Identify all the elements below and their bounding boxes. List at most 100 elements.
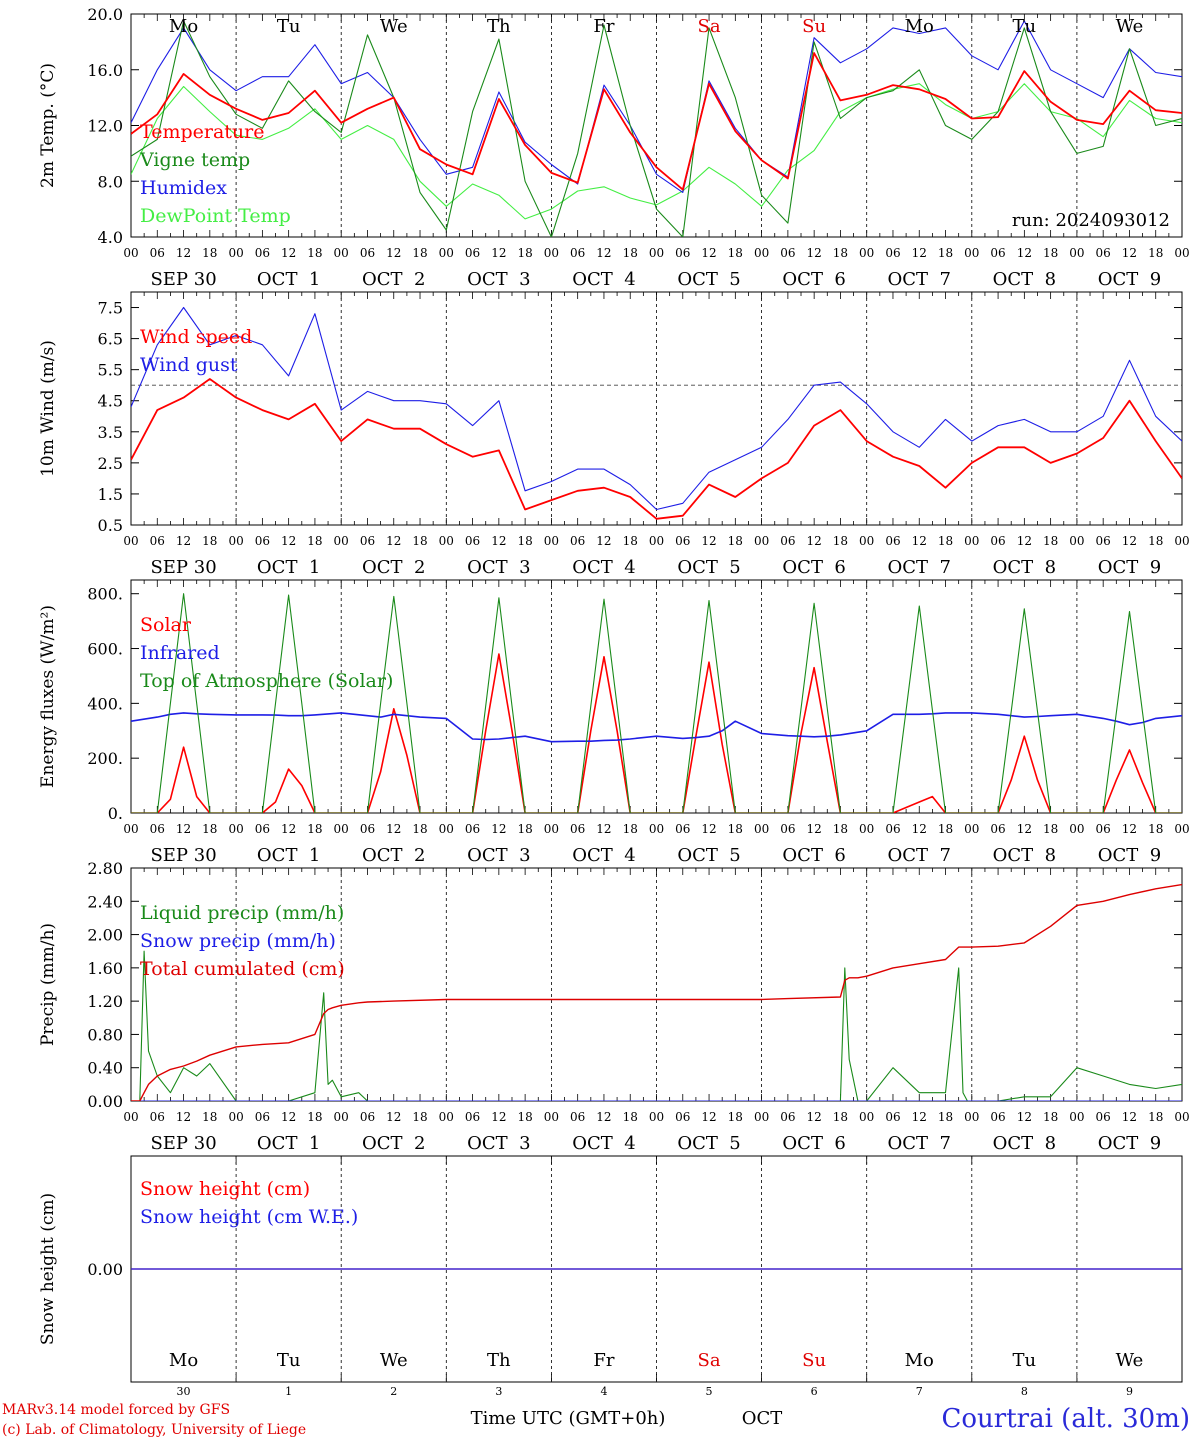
flux-hour-tick-label: 12	[912, 822, 927, 836]
wind-y-tick-label: 6.5	[98, 330, 123, 349]
weekday-label: Su	[802, 1350, 826, 1371]
precip-date-label: OCT 9	[1098, 1133, 1161, 1154]
temp-hour-tick-label: 18	[412, 246, 427, 260]
precip-hour-tick-label: 00	[439, 1110, 454, 1124]
temp-hour-tick-label: 12	[176, 246, 191, 260]
flux-hour-tick-label: 06	[255, 822, 270, 836]
temp-date-label: OCT 4	[572, 269, 635, 290]
flux-hour-tick-label: 06	[360, 822, 375, 836]
precip-hour-tick-label: 00	[1174, 1110, 1189, 1124]
flux-date-label: OCT 4	[572, 845, 635, 866]
precip-hour-tick-label: 00	[1069, 1110, 1084, 1124]
wind-hour-tick-label: 18	[833, 534, 848, 548]
flux-hour-tick-label: 18	[623, 822, 638, 836]
temp-hour-tick-label: 18	[307, 246, 322, 260]
temp-hour-tick-label: 12	[491, 246, 506, 260]
temp-date-label: OCT 2	[362, 269, 425, 290]
wind-date-label: OCT 7	[888, 557, 951, 578]
precip-y-tick-label: 0.40	[87, 1059, 123, 1078]
wind-hour-tick-label: 18	[938, 534, 953, 548]
flux-y-tick-label: 200.	[87, 749, 123, 768]
weekday-label: Tu	[1013, 16, 1037, 37]
snow-y-tick-label: 0.00	[87, 1260, 123, 1279]
temp-hour-tick-label: 06	[465, 246, 480, 260]
model-credit: MARv3.14 model forced by GFS	[2, 1402, 230, 1418]
temp-y-axis-label: 2m Temp. (°C)	[38, 63, 58, 188]
precip-hour-tick-label: 12	[701, 1110, 716, 1124]
precip-date-label: OCT 3	[467, 1133, 530, 1154]
precip-hour-tick-label: 06	[780, 1110, 795, 1124]
wind-hour-tick-label: 00	[964, 534, 979, 548]
month-label: OCT	[742, 1408, 783, 1429]
weekday-label: We	[380, 16, 408, 37]
precip-hour-tick-label: 00	[334, 1110, 349, 1124]
precip-hour-tick-label: 12	[912, 1110, 927, 1124]
flux-series-top-of-atmosphere-solar	[131, 593, 1182, 813]
wind-hour-tick-label: 12	[1017, 534, 1032, 548]
flux-date-label: OCT 1	[257, 845, 320, 866]
flux-date-label: OCT 7	[888, 845, 951, 866]
weekday-label: Fr	[593, 16, 614, 37]
wind-y-axis-label: 10m Wind (m/s)	[38, 340, 58, 477]
flux-hour-tick-label: 12	[596, 822, 611, 836]
weekday-label: Mo	[905, 1350, 934, 1371]
precip-hour-tick-label: 00	[754, 1110, 769, 1124]
wind-hour-tick-label: 06	[780, 534, 795, 548]
wind-hour-tick-label: 06	[885, 534, 900, 548]
temp-hour-tick-label: 00	[1069, 246, 1084, 260]
day-number-label: 8	[1021, 1385, 1028, 1398]
wind-hour-tick-label: 00	[649, 534, 664, 548]
flux-hour-tick-label: 12	[807, 822, 822, 836]
wind-series-wind-gust	[131, 306, 1182, 511]
temp-hour-tick-label: 06	[990, 246, 1005, 260]
precip-date-label: OCT 5	[677, 1133, 740, 1154]
wind-date-label: OCT 2	[362, 557, 425, 578]
precip-y-tick-label: 2.00	[87, 926, 123, 945]
precip-date-label: OCT 1	[257, 1133, 320, 1154]
temp-hour-tick-label: 00	[439, 246, 454, 260]
precip-y-tick-label: 0.00	[87, 1092, 123, 1111]
precip-hour-tick-label: 06	[675, 1110, 690, 1124]
day-number-label: 3	[495, 1385, 502, 1398]
weekday-label: Mo	[905, 16, 934, 37]
snow-legend-entry: Snow height (cm W.E.)	[140, 1206, 358, 1228]
flux-y-tick-label: 600.	[87, 640, 123, 659]
weekday-label: Tu	[1013, 1350, 1037, 1371]
precip-y-tick-label: 1.60	[87, 959, 123, 978]
flux-date-label: OCT 5	[677, 845, 740, 866]
weekday-label: Th	[487, 16, 511, 37]
flux-hour-tick-label: 00	[754, 822, 769, 836]
day-number-label: 5	[706, 1385, 713, 1398]
flux-hour-tick-label: 06	[780, 822, 795, 836]
wind-y-tick-label: 5.5	[98, 361, 123, 380]
temp-date-label: OCT 1	[257, 269, 320, 290]
precip-hour-tick-label: 00	[544, 1110, 559, 1124]
temp-hour-tick-label: 00	[1174, 246, 1189, 260]
temp-legend-entry: Humidex	[140, 177, 227, 199]
precip-hour-tick-label: 18	[623, 1110, 638, 1124]
wind-date-label: OCT 3	[467, 557, 530, 578]
flux-hour-tick-label: 12	[491, 822, 506, 836]
precip-y-tick-label: 1.20	[87, 992, 123, 1011]
precip-hour-tick-label: 12	[281, 1110, 296, 1124]
precip-date-label: OCT 6	[782, 1133, 845, 1154]
wind-hour-tick-label: 18	[412, 534, 427, 548]
precip-hour-tick-label: 00	[964, 1110, 979, 1124]
wind-date-label: OCT 1	[257, 557, 320, 578]
wind-hour-tick-label: 18	[517, 534, 532, 548]
wind-hour-tick-label: 06	[990, 534, 1005, 548]
wind-y-tick-label: 4.5	[98, 392, 123, 411]
wind-hour-tick-label: 18	[623, 534, 638, 548]
precip-hour-tick-label: 18	[1043, 1110, 1058, 1124]
precip-hour-tick-label: 00	[228, 1110, 243, 1124]
wind-hour-tick-label: 12	[807, 534, 822, 548]
flux-hour-tick-label: 12	[1122, 822, 1137, 836]
flux-hour-tick-label: 18	[1043, 822, 1058, 836]
flux-legend-entry: Solar	[140, 614, 192, 636]
temp-hour-tick-label: 18	[1043, 246, 1058, 260]
wind-hour-tick-label: 12	[491, 534, 506, 548]
wind-hour-tick-label: 00	[1174, 534, 1189, 548]
wind-hour-tick-label: 18	[307, 534, 322, 548]
precip-hour-tick-label: 12	[491, 1110, 506, 1124]
